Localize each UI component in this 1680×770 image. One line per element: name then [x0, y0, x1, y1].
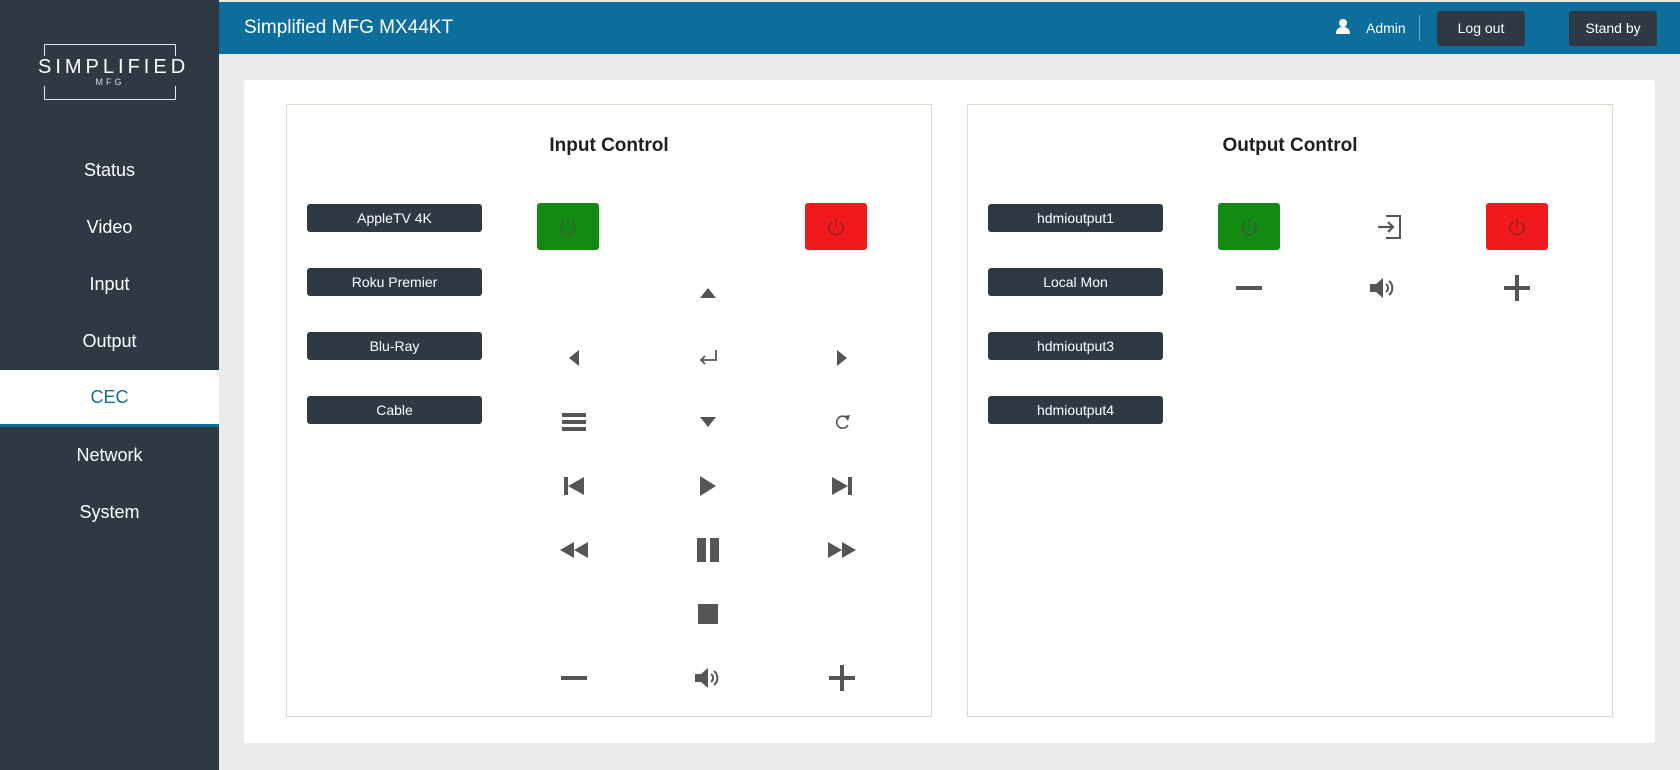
sidebar-item-system[interactable]: System	[79, 502, 140, 522]
menu-icon	[562, 413, 586, 431]
power-off-icon	[828, 218, 844, 236]
output-volume-up-button[interactable]	[1497, 268, 1537, 308]
skip-forward-button[interactable]	[822, 466, 862, 506]
power-off-icon	[1509, 218, 1525, 236]
arrow-right-icon	[837, 350, 847, 366]
logo-brand: SIMPLIFIED	[38, 56, 190, 78]
output-device-button[interactable]: hdmioutput1	[988, 204, 1163, 232]
output-power-off-button[interactable]	[1486, 203, 1548, 250]
rewind-button[interactable]	[554, 530, 594, 570]
standby-button[interactable]: Stand by	[1569, 11, 1657, 46]
logo-sub: MFG	[95, 77, 125, 87]
page-title: Simplified MFG MX44KT	[244, 17, 454, 38]
user-name: Admin	[1366, 20, 1406, 36]
sidebar-item-status[interactable]: Status	[83, 160, 136, 180]
output-device-button[interactable]: hdmioutput3	[988, 332, 1163, 360]
output-device-button[interactable]: hdmioutput4	[988, 396, 1163, 424]
output-device-button[interactable]: Local Mon	[988, 268, 1163, 296]
volume-down-button[interactable]	[554, 658, 594, 698]
output-power-on-button[interactable]	[1218, 203, 1280, 250]
top-header: Simplified MFG MX44KT Admin Log out Stan…	[219, 2, 1680, 54]
arrow-up-icon	[700, 288, 716, 298]
skip-back-icon	[564, 477, 584, 495]
main-card: Input Control AppleTV 4K Roku Premier Bl…	[244, 80, 1655, 743]
sidebar-item-network[interactable]: Network	[76, 445, 143, 465]
power-off-button[interactable]	[805, 203, 867, 250]
volume-up-icon	[829, 665, 855, 691]
play-button[interactable]	[688, 466, 728, 506]
output-volume-down-button[interactable]	[1229, 268, 1269, 308]
input-select-icon	[1378, 215, 1401, 239]
arrow-right-button[interactable]	[822, 338, 862, 378]
pause-icon	[697, 538, 719, 562]
sidebar: SIMPLIFIED MFG Status Video Input Output…	[0, 0, 219, 770]
arrow-left-button[interactable]	[554, 338, 594, 378]
volume-down-icon	[561, 676, 587, 680]
power-on-button[interactable]	[537, 203, 599, 250]
play-icon	[700, 476, 716, 496]
input-device-button[interactable]: Roku Premier	[307, 268, 482, 296]
power-on-icon	[1241, 218, 1257, 236]
sidebar-item-cec[interactable]: CEC	[0, 370, 219, 427]
header-divider	[1419, 15, 1420, 41]
fast-forward-icon	[828, 542, 856, 558]
mute-icon	[1370, 278, 1394, 298]
pause-button[interactable]	[688, 530, 728, 570]
input-control-title: Input Control	[549, 135, 669, 156]
user-icon	[1336, 19, 1350, 35]
refresh-icon	[835, 415, 850, 429]
rewind-icon	[560, 542, 588, 558]
logout-button[interactable]: Log out	[1437, 11, 1525, 46]
volume-down-icon	[1236, 286, 1262, 290]
power-on-icon	[560, 218, 576, 236]
arrow-down-button[interactable]	[688, 402, 728, 442]
skip-forward-icon	[832, 477, 852, 495]
output-control-title: Output Control	[1222, 135, 1358, 156]
sidebar-nav: Status Video Input Output CEC Network Sy…	[0, 142, 219, 541]
input-device-button[interactable]: Cable	[307, 396, 482, 424]
mute-button[interactable]	[688, 658, 728, 698]
mute-icon	[695, 668, 719, 688]
arrow-left-icon	[569, 350, 579, 366]
output-control-panel: Output Control hdmioutput1 Local Mon hdm…	[967, 104, 1613, 717]
menu-button[interactable]	[554, 402, 594, 442]
input-select-button[interactable]	[1369, 207, 1409, 247]
refresh-button[interactable]	[822, 402, 862, 442]
volume-up-icon	[1504, 275, 1530, 301]
volume-up-button[interactable]	[822, 658, 862, 698]
arrow-down-icon	[700, 417, 716, 427]
input-device-button[interactable]: Blu-Ray	[307, 332, 482, 360]
sidebar-item-input[interactable]: Input	[89, 274, 130, 294]
stop-button[interactable]	[688, 594, 728, 634]
enter-icon	[699, 350, 717, 365]
input-device-button[interactable]: AppleTV 4K	[307, 204, 482, 232]
enter-button[interactable]	[688, 338, 728, 378]
output-mute-button[interactable]	[1363, 268, 1403, 308]
fast-forward-button[interactable]	[822, 530, 862, 570]
skip-back-button[interactable]	[554, 466, 594, 506]
input-control-panel: Input Control AppleTV 4K Roku Premier Bl…	[286, 104, 932, 717]
arrow-up-button[interactable]	[688, 273, 728, 313]
sidebar-item-video[interactable]: Video	[86, 217, 133, 237]
logo: SIMPLIFIED MFG	[38, 44, 185, 100]
sidebar-item-output[interactable]: Output	[82, 331, 137, 351]
stop-icon	[698, 604, 718, 624]
